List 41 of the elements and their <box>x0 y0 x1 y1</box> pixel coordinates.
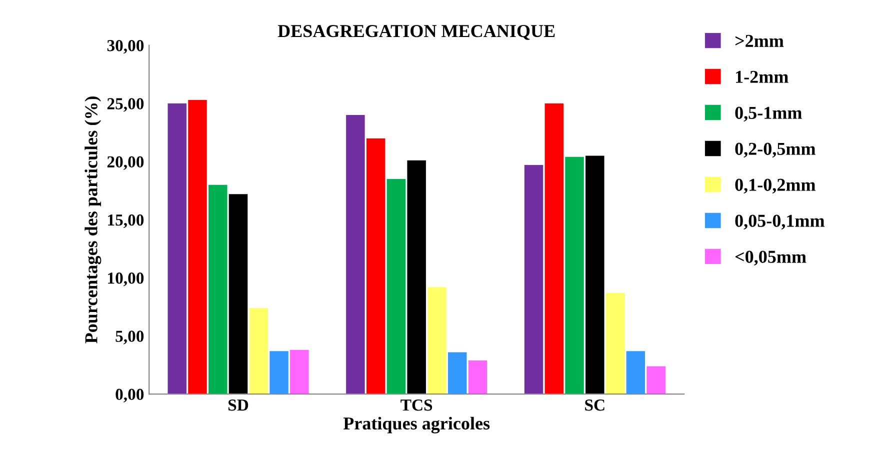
bar <box>565 156 584 394</box>
bar <box>290 350 309 394</box>
bar <box>228 194 248 394</box>
bar <box>270 351 288 394</box>
y-tick-label: 30,00 <box>107 40 144 54</box>
bar <box>448 352 467 394</box>
bar <box>208 184 228 394</box>
x-tick-label: SC <box>585 400 604 411</box>
x-tick-label: TCS <box>400 400 432 411</box>
x-tick-label: SD <box>228 400 248 411</box>
legend-label: 0,05-0,1mm <box>735 214 824 230</box>
bar <box>646 366 666 394</box>
bar <box>407 160 426 394</box>
bar <box>346 115 365 394</box>
bar <box>249 308 268 394</box>
legend-label: 0,2-0,5mm <box>735 142 816 158</box>
bar <box>626 351 646 394</box>
chart-title: DESAGREGATION MECANIQUE <box>278 25 555 40</box>
legend-label: 1-2mm <box>736 70 788 83</box>
legend-label: 0,5-1mm <box>735 106 802 122</box>
bar <box>524 165 544 394</box>
bar <box>468 360 488 394</box>
bar <box>188 100 207 394</box>
bar <box>606 292 625 394</box>
y-axis-title: Pourcentages des particules (%) <box>84 96 102 344</box>
y-tick-label: 10,00 <box>108 272 144 286</box>
y-tick-label: 20,00 <box>107 156 144 170</box>
bar <box>386 179 406 394</box>
y-tick-label: 15,00 <box>108 214 144 228</box>
y-tick-label: 0,00 <box>116 388 144 402</box>
legend-label: >2mm <box>735 34 784 47</box>
legend-label: <0,05mm <box>735 250 806 266</box>
y-tick-label: 25,00 <box>107 98 144 112</box>
x-axis-title: Pratiques agricoles <box>343 416 490 434</box>
y-tick-label: 5,00 <box>116 330 144 344</box>
bar <box>366 138 386 394</box>
bar <box>168 103 186 394</box>
legend-label: 0,1-0,2mm <box>735 178 816 194</box>
bar <box>544 103 564 394</box>
bar <box>428 287 446 394</box>
bar <box>586 156 604 394</box>
